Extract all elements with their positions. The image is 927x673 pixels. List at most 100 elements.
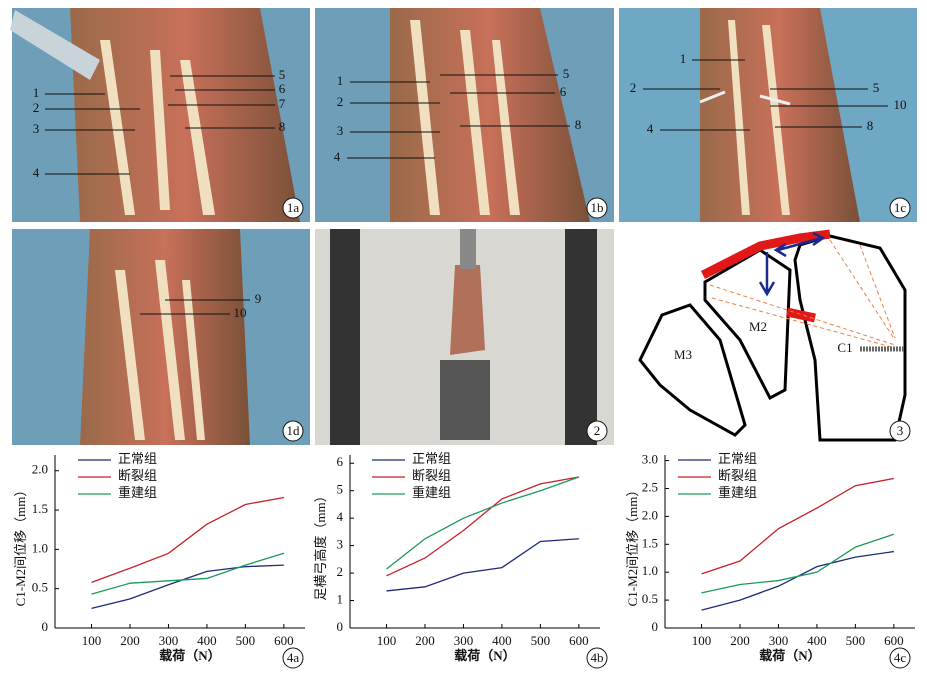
label: 2 xyxy=(33,100,40,115)
series-line xyxy=(386,476,580,570)
x-tick-label: 600 xyxy=(569,633,589,648)
diagram-3 xyxy=(619,229,917,445)
label: 3 xyxy=(337,123,344,138)
panel-tag: 1b xyxy=(591,200,604,215)
label: 3 xyxy=(33,121,40,136)
label: 4 xyxy=(334,149,341,164)
panel-tag: 1a xyxy=(287,200,300,215)
legend-label: 重建组 xyxy=(718,485,757,500)
legend-label: 断裂组 xyxy=(118,468,157,483)
y-tick-label: 6 xyxy=(337,454,344,469)
tag-circle xyxy=(282,197,304,219)
label: 1 xyxy=(680,51,687,66)
x-tick-label: 100 xyxy=(82,633,102,648)
legend-label: 正常组 xyxy=(412,451,451,466)
y-tick-label: 4 xyxy=(337,509,344,524)
y-tick-label: 0 xyxy=(337,619,344,634)
y-tick-label: 5 xyxy=(337,482,344,497)
tag-circle xyxy=(889,197,911,219)
x-tick-label: 100 xyxy=(377,633,397,648)
x-tick-label: 500 xyxy=(531,633,551,648)
photo-1b xyxy=(315,8,614,222)
y-tick-label: 0.5 xyxy=(642,591,658,606)
x-tick-label: 400 xyxy=(197,633,217,648)
photo-2 xyxy=(315,229,614,445)
x-tick-label: 100 xyxy=(692,633,712,648)
label: 1 xyxy=(337,73,344,88)
x-tick-label: 400 xyxy=(492,633,512,648)
series-line xyxy=(386,476,579,577)
y-tick-label: 0 xyxy=(42,619,49,634)
y-tick-label: 3 xyxy=(337,537,344,552)
tag-circle xyxy=(282,647,304,669)
tag-circle xyxy=(586,420,608,442)
label: 7 xyxy=(279,96,286,111)
label: 8 xyxy=(575,117,582,132)
series-line xyxy=(91,496,284,584)
x-tick-label: 300 xyxy=(769,633,789,648)
series-line xyxy=(701,550,894,611)
label: 10 xyxy=(894,97,907,112)
label: 2 xyxy=(337,94,344,109)
label: 8 xyxy=(867,118,874,133)
x-tick-label: 300 xyxy=(159,633,179,648)
label: 1 xyxy=(33,85,40,100)
y-tick-label: 1.5 xyxy=(642,535,658,550)
tag-circle xyxy=(889,647,911,669)
y-tick-label: 1.0 xyxy=(642,563,658,578)
x-tick-label: 300 xyxy=(454,633,474,648)
x-tick-label: 500 xyxy=(236,633,256,648)
y-tick-label: 1.0 xyxy=(32,540,48,555)
label: 6 xyxy=(279,81,286,96)
tag-circle xyxy=(282,420,304,442)
y-tick-label: 2 xyxy=(337,564,344,579)
label: 2 xyxy=(630,80,637,95)
panel-tag: 1c xyxy=(894,200,907,215)
photo-1c xyxy=(619,8,917,222)
label: 5 xyxy=(563,66,570,81)
y-tick-label: 0.5 xyxy=(32,580,48,595)
legend-label: 正常组 xyxy=(118,451,157,466)
series-line xyxy=(701,477,894,575)
series-line xyxy=(386,538,579,592)
y-tick-label: 1 xyxy=(337,592,344,607)
tag-circle xyxy=(586,647,608,669)
y-axis-label: C1-M2间位移（mm） xyxy=(13,484,28,607)
x-tick-label: 600 xyxy=(274,633,294,648)
tag-circle xyxy=(586,197,608,219)
y-tick-label: 0 xyxy=(652,619,659,634)
y-axis-label: C1-M2间位移（mm） xyxy=(625,484,640,607)
legend-label: 断裂组 xyxy=(718,468,757,483)
label: M2 xyxy=(749,319,767,334)
label: 6 xyxy=(560,84,567,99)
label: C1 xyxy=(837,340,852,355)
x-tick-label: 200 xyxy=(730,633,750,648)
chart-tag: 4c xyxy=(894,650,907,665)
y-tick-label: 2.5 xyxy=(642,479,658,494)
y-tick-label: 2.0 xyxy=(32,462,48,477)
label: M3 xyxy=(674,347,692,362)
x-axis-label: 载荷（N） xyxy=(759,648,820,663)
legend-label: 断裂组 xyxy=(412,468,451,483)
label: 10 xyxy=(234,305,247,320)
photo-1a xyxy=(10,8,310,222)
label: 8 xyxy=(279,119,286,134)
y-tick-label: 1.5 xyxy=(32,501,48,516)
x-axis-label: 载荷（N） xyxy=(159,648,220,663)
label: 5 xyxy=(279,67,286,82)
x-tick-label: 400 xyxy=(807,633,827,648)
legend-label: 重建组 xyxy=(118,485,157,500)
label: 4 xyxy=(33,165,40,180)
chart-tag: 4a xyxy=(287,650,300,665)
label: 5 xyxy=(873,80,880,95)
legend-label: 重建组 xyxy=(412,485,451,500)
legend-label: 正常组 xyxy=(718,451,757,466)
series-line xyxy=(91,564,284,609)
x-axis-label: 载荷（N） xyxy=(454,648,515,663)
chart-tag: 4b xyxy=(591,650,604,665)
y-axis-label: 足横弓高度（mm） xyxy=(313,489,328,600)
label: 4 xyxy=(647,121,654,136)
y-tick-label: 3.0 xyxy=(642,452,658,467)
x-tick-label: 200 xyxy=(120,633,140,648)
